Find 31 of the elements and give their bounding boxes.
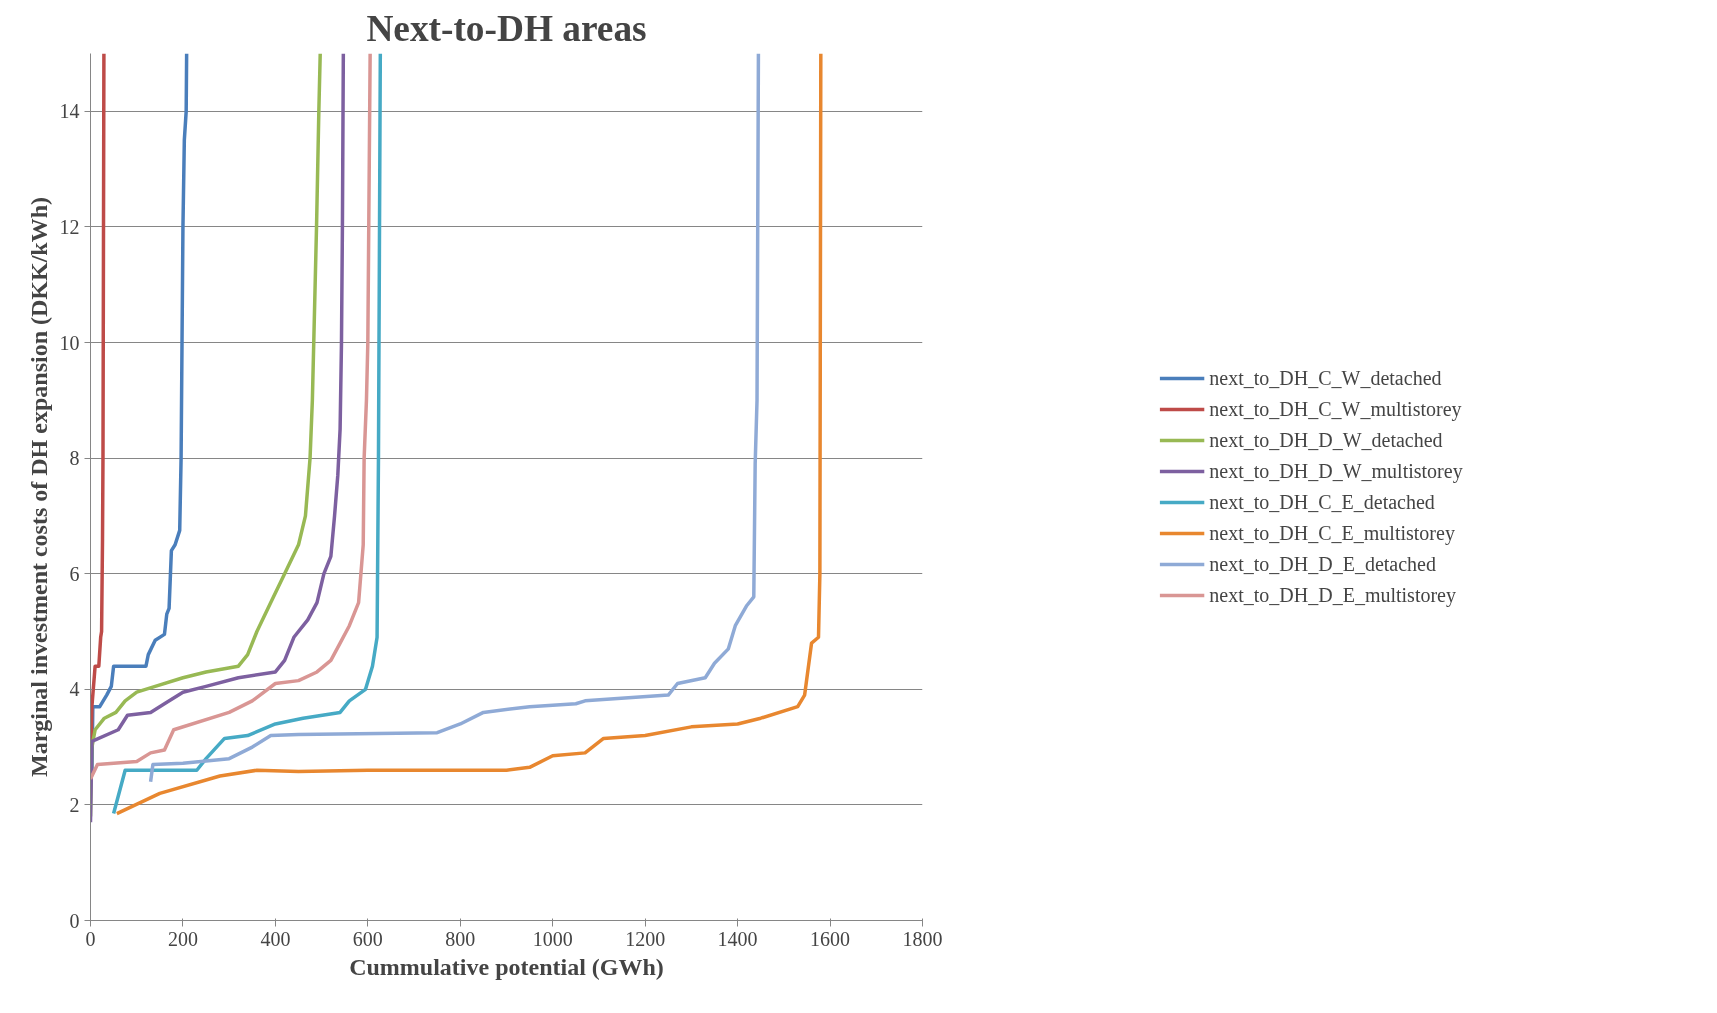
x-tick-label: 1400	[717, 927, 758, 950]
chart-title: Next-to-DH areas	[366, 7, 647, 49]
y-tick-label: 10	[59, 331, 80, 354]
y-tick-label: 12	[59, 215, 80, 238]
x-tick-label: 0	[85, 927, 96, 950]
y-tick-label: 2	[69, 793, 80, 816]
x-axis-title: Cummulative potential (GWh)	[349, 953, 664, 980]
legend-label: next_to_DH_D_E_multistorey	[1209, 583, 1456, 607]
line-series	[148, 53, 761, 784]
legend-label: next_to_DH_C_W_multistorey	[1209, 397, 1462, 421]
x-tick-label: 600	[352, 927, 383, 950]
legend-label: next_to_DH_C_W_detached	[1209, 366, 1442, 390]
x-tick-label: 800	[445, 927, 476, 950]
legend-label: next_to_DH_D_E_detached	[1209, 552, 1436, 576]
x-tick-label: 1800	[902, 927, 943, 950]
y-tick-label: 14	[59, 100, 80, 123]
legend-label: next_to_DH_C_E_multistorey	[1209, 521, 1455, 545]
y-axis-title: Marginal investment costs of DH expansion (DKK/kWh)	[25, 196, 52, 777]
x-tick-label: 1200	[625, 927, 666, 950]
line-series	[115, 53, 823, 816]
legend-label: next_to_DH_C_E_detached	[1209, 490, 1435, 514]
x-tick-label: 400	[260, 927, 291, 950]
y-tick-label: 8	[69, 447, 80, 470]
legend-label: next_to_DH_D_W_multistorey	[1209, 459, 1463, 483]
y-tick-label: 0	[69, 909, 80, 932]
x-tick-label: 1000	[532, 927, 573, 950]
y-tick-label: 6	[69, 562, 80, 585]
x-tick-label: 1600	[810, 927, 851, 950]
y-tick-label: 4	[69, 678, 80, 701]
legend-label: next_to_DH_D_W_detached	[1209, 428, 1443, 452]
x-tick-label: 200	[167, 927, 198, 950]
